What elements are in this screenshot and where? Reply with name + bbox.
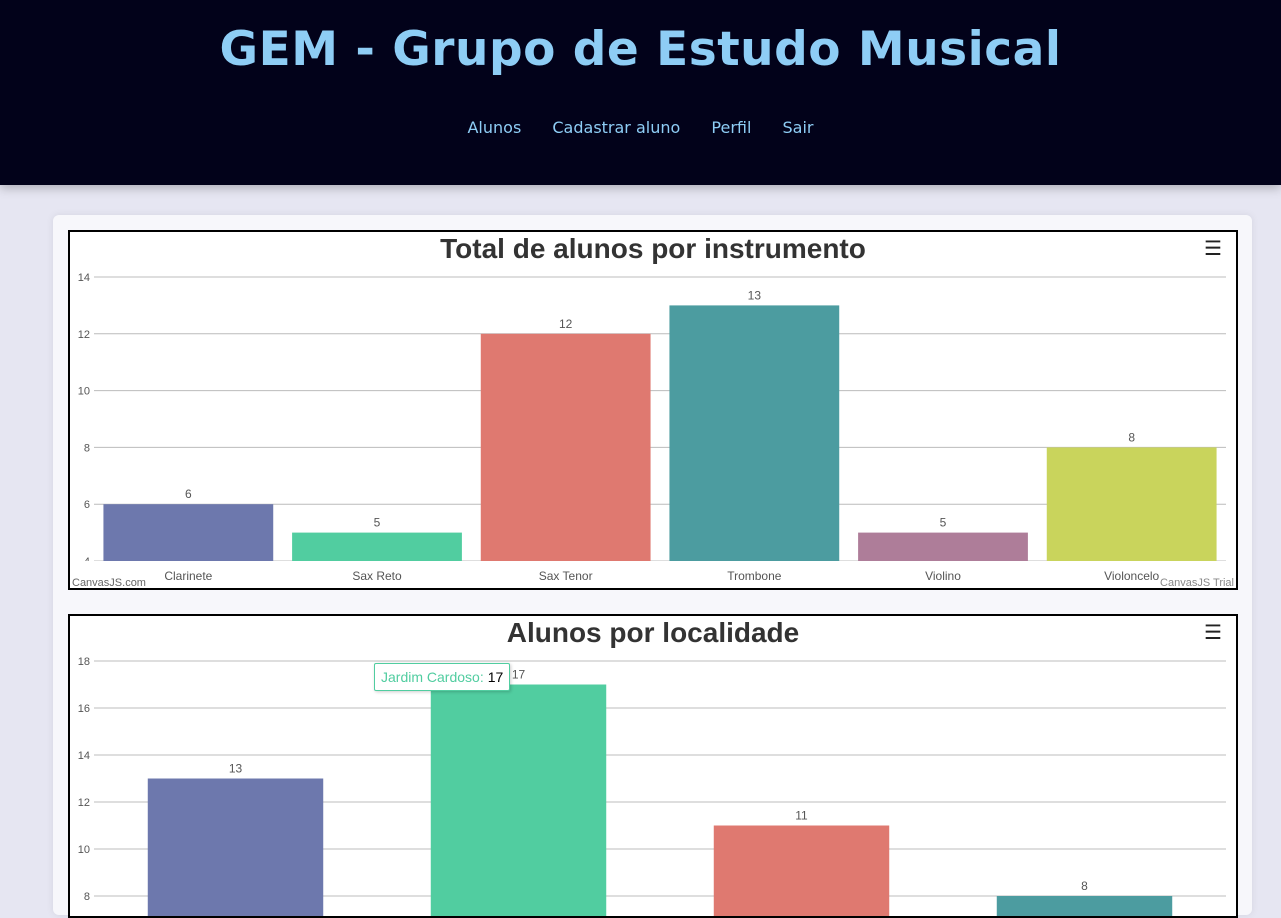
x-tick-label: Clarinete (164, 569, 212, 583)
y-tick-label: 14 (78, 272, 90, 284)
bar-value-label: 17 (512, 668, 526, 682)
bar (713, 825, 890, 916)
y-tick-label: 14 (78, 750, 90, 762)
chart-localidade-svg: Alunos por localidade 8 10 12 14 16 18 13 17 11 8 (78, 617, 1226, 916)
y-tick-label: 16 (78, 703, 90, 715)
bar-value-label: 6 (185, 487, 192, 501)
tooltip-value: 17 (487, 669, 504, 685)
x-tick-label: Violino (925, 569, 961, 583)
bar (669, 305, 840, 588)
x-tick-label: Sax Tenor (539, 569, 593, 583)
y-tick-label: 6 (84, 499, 90, 511)
chart-title: Alunos por localidade (507, 617, 799, 648)
bar-value-label: 5 (940, 516, 947, 530)
site-title: GEM - Grupo de Estudo Musical (219, 22, 1062, 77)
chart-menu-icon[interactable]: ☰ (1204, 620, 1222, 644)
tooltip-label: Jardim Cardoso: (381, 669, 484, 685)
bar (996, 896, 1173, 916)
bar-value-label: 8 (1081, 879, 1088, 893)
nav-link-cadastrar-aluno[interactable]: Cadastrar aluno (552, 118, 681, 137)
bar-value-label: 11 (795, 809, 808, 823)
y-tick-label: 18 (78, 656, 90, 668)
x-tick-label: Violoncelo (1104, 569, 1159, 583)
nav-link-sair[interactable]: Sair (782, 118, 814, 137)
chart-localidade: Alunos por localidade 8 10 12 14 16 18 13 17 11 8 … (68, 614, 1238, 918)
bar-value-label: 13 (748, 288, 762, 302)
nav-link-perfil[interactable]: Perfil (711, 118, 752, 137)
chart-instrumentos: Total de alunos por instrumento468101214… (68, 230, 1238, 590)
bar-value-label: 8 (1128, 430, 1135, 444)
canvasjs-trial-credit: CanvasJS Trial (1160, 577, 1234, 588)
chart-instrumentos-svg: Total de alunos por instrumento468101214… (70, 233, 1236, 588)
y-tick-label: 8 (84, 891, 90, 903)
y-tick-label: 12 (78, 797, 90, 809)
main-nav: Alunos Cadastrar aluno Perfil Sair (0, 118, 1281, 137)
bar (147, 778, 324, 916)
bar-value-label: 12 (559, 317, 573, 331)
canvasjs-credit: CanvasJS.com (72, 577, 146, 588)
site-header: GEM - Grupo de Estudo Musical Alunos Cad… (0, 0, 1281, 185)
x-tick-label: Trombone (727, 569, 782, 583)
y-tick-label: 10 (78, 844, 90, 856)
x-tick-label: Sax Reto (352, 569, 402, 583)
bar-value-label: 13 (229, 762, 243, 776)
plot-mask (70, 561, 1236, 588)
chart-tooltip: Jardim Cardoso: 17 (374, 663, 511, 691)
nav-link-alunos[interactable]: Alunos (467, 118, 522, 137)
bar-value-label: 5 (374, 516, 381, 530)
bar (430, 684, 607, 916)
y-tick-label: 12 (78, 329, 90, 341)
chart-title: Total de alunos por instrumento (440, 233, 866, 264)
bar (480, 333, 651, 588)
chart-menu-icon[interactable]: ☰ (1204, 236, 1222, 260)
y-tick-label: 10 (78, 386, 90, 398)
y-tick-label: 8 (84, 442, 90, 454)
